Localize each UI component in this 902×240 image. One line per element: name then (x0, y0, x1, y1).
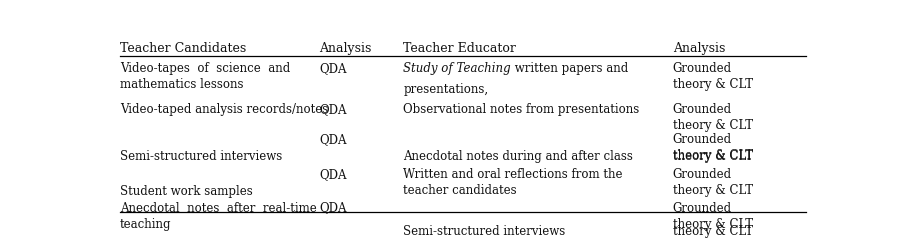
Text: QDA: QDA (319, 202, 346, 215)
Text: Analysis: Analysis (672, 42, 724, 55)
Text: theory & CLT: theory & CLT (672, 225, 752, 238)
Text: QDA: QDA (319, 133, 346, 146)
Text: Grounded
theory & CLT: Grounded theory & CLT (672, 133, 752, 162)
Text: Grounded
theory & CLT: Grounded theory & CLT (672, 103, 752, 132)
Text: Teacher Candidates: Teacher Candidates (120, 42, 246, 55)
Text: Video-tapes  of  science  and
mathematics lessons: Video-tapes of science and mathematics l… (120, 62, 290, 91)
Text: Anecdotal notes during and after class: Anecdotal notes during and after class (403, 150, 632, 163)
Text: Written and oral reflections from the
teacher candidates: Written and oral reflections from the te… (403, 168, 622, 197)
Text: QDA: QDA (319, 103, 346, 116)
Text: theory & CLT: theory & CLT (672, 150, 752, 163)
Text: QDA: QDA (319, 168, 346, 181)
Text: Analysis: Analysis (319, 42, 372, 55)
Text: Teacher Educator: Teacher Educator (403, 42, 516, 55)
Text: presentations,: presentations, (403, 83, 488, 96)
Text: Student work samples: Student work samples (120, 185, 253, 198)
Text: Anecdotal  notes  after  real-time
teaching: Anecdotal notes after real-time teaching (120, 202, 317, 231)
Text: Grounded
theory & CLT: Grounded theory & CLT (672, 62, 752, 91)
Text: Semi-structured interviews: Semi-structured interviews (403, 225, 565, 238)
Text: Grounded
theory & CLT: Grounded theory & CLT (672, 202, 752, 231)
Text: Semi-structured interviews: Semi-structured interviews (120, 150, 281, 163)
Text: Observational notes from presentations: Observational notes from presentations (403, 103, 639, 116)
Text: QDA: QDA (319, 62, 346, 75)
Text: Video-taped analysis records/notes: Video-taped analysis records/notes (120, 103, 327, 116)
Text: Grounded
theory & CLT: Grounded theory & CLT (672, 168, 752, 197)
Text: Study of Teaching: Study of Teaching (403, 62, 511, 75)
Text: written papers and: written papers and (511, 62, 628, 75)
